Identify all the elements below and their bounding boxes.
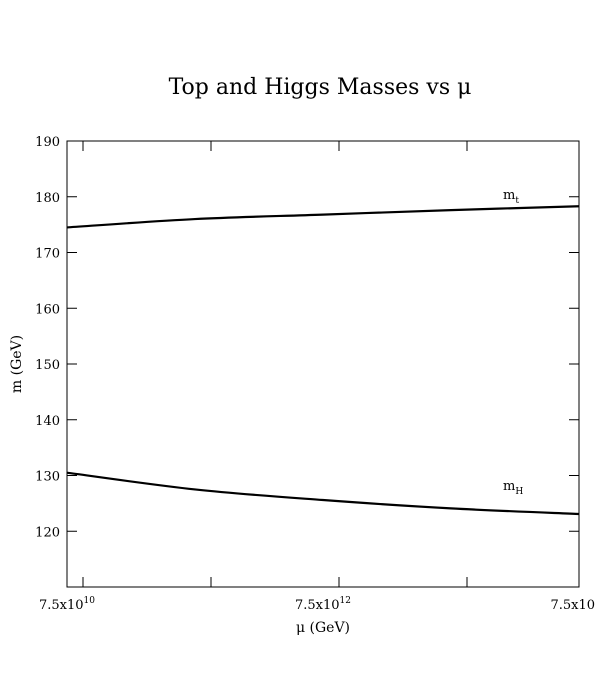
y-tick-label: 160 bbox=[35, 302, 60, 317]
series-line-mt bbox=[66, 205, 580, 229]
series-layer: mt mH bbox=[66, 188, 580, 516]
y-axis-label: m (GeV) bbox=[9, 335, 25, 393]
y-tick-label: 190 bbox=[35, 135, 60, 150]
x-tick-label: 7.5x10 bbox=[550, 598, 595, 613]
y-tick-label: 130 bbox=[35, 470, 60, 485]
y-tick-label: 150 bbox=[35, 358, 60, 373]
y-tick-label: 180 bbox=[35, 191, 60, 206]
series-label: mt bbox=[503, 188, 519, 206]
x-tick-label: 7.5x1010 bbox=[39, 596, 95, 613]
y-tick-label: 140 bbox=[35, 414, 60, 429]
y-tick-label: 170 bbox=[35, 247, 60, 262]
x-axis-label: μ (GeV) bbox=[296, 620, 350, 636]
y-tick-label: 120 bbox=[35, 525, 60, 540]
series-line-mh bbox=[66, 471, 580, 516]
x-axis: 7.5x1010 7.5x1012 7.5x10 bbox=[39, 141, 595, 613]
chart-title: Top and Higgs Masses vs μ bbox=[169, 75, 472, 100]
x-tick-label: 7.5x1012 bbox=[295, 596, 351, 613]
y-axis: 120 130 140 150 160 170 180 190 bbox=[35, 135, 579, 540]
series-label: mH bbox=[503, 479, 523, 497]
